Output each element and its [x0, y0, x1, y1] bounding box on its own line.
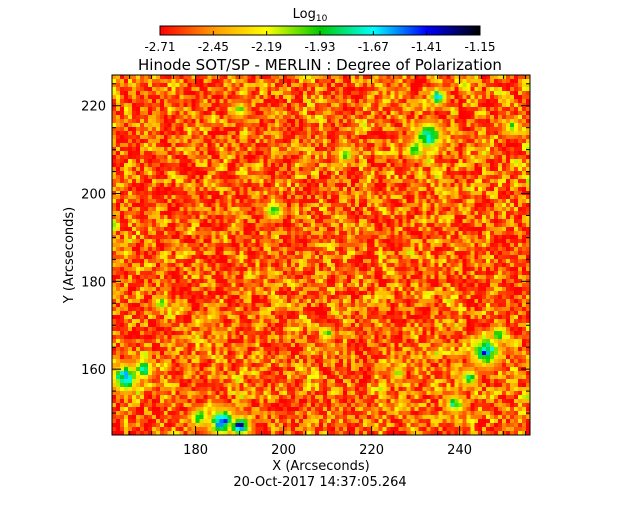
heatmap-image: [112, 75, 530, 435]
colorbar-tick-label: -1.41: [411, 40, 442, 54]
colorbar-ticks: -2.71 -2.45 -2.19 -1.93 -1.67 -1.41 -1.15: [144, 31, 496, 54]
x-tick-label: 200: [271, 443, 296, 458]
x-axis: 180 200 220 240: [129, 75, 527, 458]
y-axis-label: Y (Arcseconds): [62, 207, 77, 304]
x-tick-label: 180: [183, 443, 208, 458]
colorbar-tick-label: -2.19: [251, 40, 282, 54]
y-axis: 160 180 200 220: [81, 83, 530, 436]
colorbar-label-subscript: 10: [316, 14, 328, 24]
colorbar-label-base: Log: [293, 7, 316, 22]
colorbar: Log10 -2.71 -2.45 -2.19 -1.93 -1.67 -1.41 -1.1…: [144, 7, 495, 54]
y-tick-label: 160: [81, 363, 106, 378]
x-tick-label: 240: [447, 443, 472, 458]
y-tick-label: 200: [81, 188, 106, 203]
colorbar-tick-label: -2.45: [198, 40, 229, 54]
x-tick-label: 220: [359, 443, 384, 458]
y-tick-label: 180: [81, 275, 106, 290]
polarization-map: [112, 75, 530, 435]
plot-frame: [111, 74, 531, 436]
colorbar-tick-label: -1.15: [464, 40, 495, 54]
colorbar-tick-label: -2.71: [144, 40, 175, 54]
timestamp: 20-Oct-2017 14:37:05.264: [233, 475, 406, 490]
colorbar-tick-label: -1.67: [358, 40, 389, 54]
chart-title: Hinode SOT/SP - MERLIN : Degree of Polar…: [138, 56, 502, 74]
colorbar-tick-label: -1.93: [304, 40, 335, 54]
y-tick-label: 220: [81, 100, 106, 115]
plot-area: 180 200 220 240 160 180 200 220: [81, 74, 531, 458]
x-axis-label: X (Arcseconds): [272, 459, 369, 474]
colorbar-label: Log10: [293, 7, 328, 24]
